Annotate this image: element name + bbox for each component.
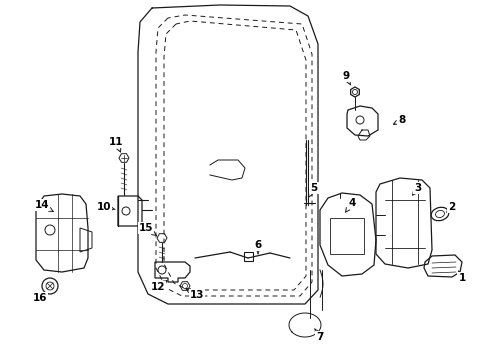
Text: 6: 6	[254, 240, 262, 254]
Text: 2: 2	[447, 202, 456, 212]
Text: 7: 7	[315, 329, 324, 342]
FancyBboxPatch shape	[244, 252, 253, 261]
Text: 9: 9	[343, 71, 350, 85]
Text: 12: 12	[151, 281, 167, 292]
Text: 11: 11	[109, 137, 123, 152]
Text: 13: 13	[186, 288, 204, 300]
Text: 5: 5	[309, 183, 318, 197]
Text: 4: 4	[345, 198, 356, 212]
Text: 15: 15	[139, 223, 157, 236]
Text: 16: 16	[33, 293, 47, 303]
Text: 14: 14	[35, 200, 53, 212]
Text: 8: 8	[393, 115, 406, 125]
Text: 10: 10	[97, 202, 115, 212]
Text: 1: 1	[458, 271, 466, 283]
Text: 3: 3	[413, 183, 421, 195]
